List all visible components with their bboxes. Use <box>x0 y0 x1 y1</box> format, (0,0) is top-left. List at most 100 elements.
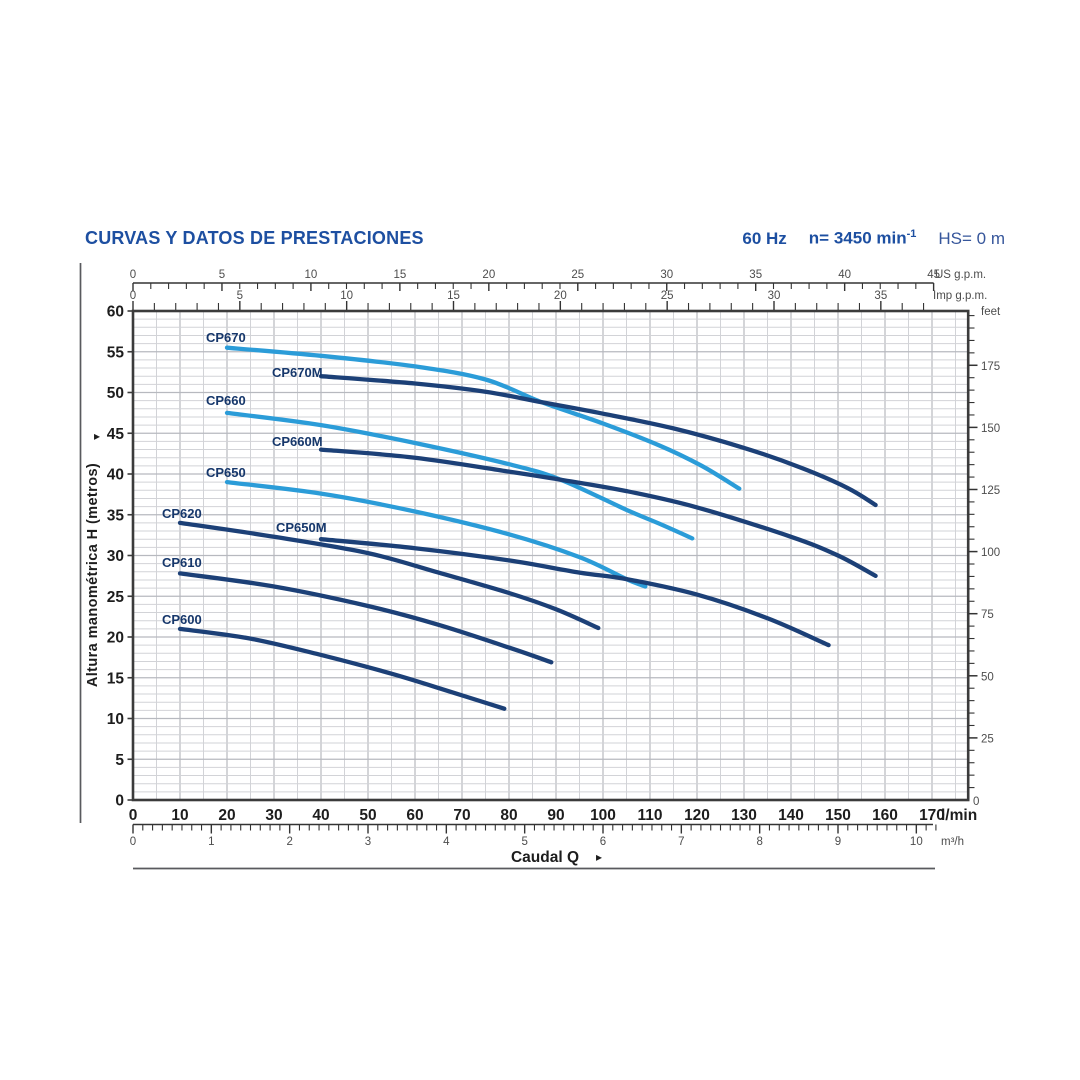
svg-text:30: 30 <box>768 290 781 302</box>
svg-text:130: 130 <box>731 807 757 824</box>
svg-text:120: 120 <box>684 807 710 824</box>
svg-text:5: 5 <box>237 290 243 302</box>
svg-text:80: 80 <box>500 807 517 824</box>
svg-text:10: 10 <box>305 269 318 281</box>
svg-text:6: 6 <box>600 836 606 848</box>
curve-CP650M <box>318 537 831 648</box>
feet-unit: feet <box>981 306 1001 318</box>
svg-text:15: 15 <box>107 670 125 687</box>
svg-text:75: 75 <box>981 609 994 621</box>
svg-text:170: 170 <box>919 807 945 824</box>
svg-text:10: 10 <box>340 290 353 302</box>
svg-text:160: 160 <box>872 807 898 824</box>
curve-label-CP650: CP650 <box>206 465 246 480</box>
curve-CP670M <box>318 374 878 508</box>
svg-text:90: 90 <box>547 807 564 824</box>
spec-frequency: 60 Hz <box>742 229 787 248</box>
svg-text:0: 0 <box>129 807 138 824</box>
svg-text:15: 15 <box>393 269 406 281</box>
svg-text:4: 4 <box>443 836 450 848</box>
curve-label-CP600: CP600 <box>162 612 202 627</box>
spec-speed-base: n= 3450 min <box>808 229 907 248</box>
curve-label-CP650M: CP650M <box>276 520 327 535</box>
svg-text:50: 50 <box>359 807 376 824</box>
svg-text:40: 40 <box>107 467 124 484</box>
svg-text:35: 35 <box>874 290 887 302</box>
m3h-unit: m³/h <box>941 836 964 848</box>
svg-text:0: 0 <box>130 290 136 302</box>
svg-text:15: 15 <box>447 290 460 302</box>
svg-text:5: 5 <box>115 752 124 769</box>
svg-text:35: 35 <box>107 507 125 524</box>
svg-text:25: 25 <box>661 290 674 302</box>
svg-text:0: 0 <box>115 793 124 810</box>
svg-text:0: 0 <box>130 269 136 281</box>
curve-CP660 <box>224 410 695 541</box>
svg-text:20: 20 <box>482 269 495 281</box>
svg-text:60: 60 <box>406 807 423 824</box>
svg-text:5: 5 <box>521 836 527 848</box>
svg-text:20: 20 <box>107 630 124 647</box>
svg-text:40: 40 <box>838 269 851 281</box>
imp-gpm-unit: Imp g.p.m. <box>933 290 987 302</box>
svg-text:60: 60 <box>107 304 124 321</box>
svg-text:30: 30 <box>265 807 282 824</box>
spec-speed: n= 3450 min-1 <box>809 228 917 249</box>
svg-text:150: 150 <box>825 807 851 824</box>
y-axis-metros: 0 5 10 15 20 25 30 35 40 45 50 55 60 <box>107 304 133 810</box>
svg-text:30: 30 <box>660 269 673 281</box>
svg-text:8: 8 <box>756 836 762 848</box>
curve-CP660M <box>318 447 878 579</box>
x-axis-unit: l/min <box>941 807 977 824</box>
svg-text:50: 50 <box>107 385 124 402</box>
top-axis-imp-gpm: 0 5 10 15 20 25 30 35 Imp g.p.m. <box>130 290 987 310</box>
svg-text:125: 125 <box>981 485 1000 497</box>
curve-CP610 <box>177 571 554 665</box>
curve-label-CP610: CP610 <box>162 555 202 570</box>
curve-CP600 <box>177 626 507 711</box>
svg-text:25: 25 <box>571 269 584 281</box>
svg-text:1: 1 <box>208 836 214 848</box>
pump-curves <box>177 345 878 711</box>
chart-header: CURVAS Y DATOS DE PRESTACIONES 60 Hz n= … <box>85 228 1005 249</box>
svg-text:20: 20 <box>218 807 235 824</box>
spec-speed-exponent: -1 <box>906 228 917 241</box>
svg-text:2: 2 <box>286 836 292 848</box>
svg-text:0: 0 <box>130 836 136 848</box>
curve-label-CP620: CP620 <box>162 506 202 521</box>
curve-labels: CP670 CP670M CP660 CP660M CP650 CP650M CP620 CP… <box>162 330 327 627</box>
svg-text:25: 25 <box>981 733 994 745</box>
us-gpm-unit: US g.p.m. <box>935 269 986 281</box>
svg-text:100: 100 <box>590 807 616 824</box>
svg-text:5: 5 <box>219 269 225 281</box>
svg-text:110: 110 <box>637 807 662 824</box>
svg-text:10: 10 <box>910 836 923 848</box>
svg-text:100: 100 <box>981 547 1000 559</box>
right-axis-feet: 25 50 75 100 125 150 175 feet 0 <box>968 306 1001 808</box>
svg-text:45: 45 <box>107 426 125 443</box>
svg-text:70: 70 <box>453 807 470 824</box>
svg-text:7: 7 <box>678 836 684 848</box>
svg-text:150: 150 <box>981 423 1000 435</box>
svg-text:10: 10 <box>107 711 124 728</box>
spec-row: 60 Hz n= 3450 min-1 HS= 0 m <box>742 228 1005 249</box>
svg-text:55: 55 <box>107 344 125 361</box>
x-axis-arrow-icon: ▸ <box>596 850 602 864</box>
x-axis-m3h: 0 1 2 3 4 5 6 7 8 9 10 m³/h <box>130 823 964 848</box>
svg-text:50: 50 <box>981 671 994 683</box>
svg-text:3: 3 <box>365 836 371 848</box>
x-axis-lmin: 0 10 20 30 40 50 60 70 80 90 100 110 120 130 140 150 160… <box>129 807 977 824</box>
svg-text:40: 40 <box>312 807 329 824</box>
curve-label-CP660: CP660 <box>206 393 246 408</box>
page-title: CURVAS Y DATOS DE PRESTACIONES <box>85 228 424 248</box>
y-axis-title: Altura manométrica H (metros) <box>85 463 101 687</box>
curve-CP620 <box>177 520 601 631</box>
curve-label-CP660M: CP660M <box>272 434 323 449</box>
feet-zero: 0 <box>973 796 979 808</box>
curve-label-CP670M: CP670M <box>272 365 323 380</box>
svg-text:9: 9 <box>835 836 841 848</box>
svg-text:10: 10 <box>171 807 188 824</box>
